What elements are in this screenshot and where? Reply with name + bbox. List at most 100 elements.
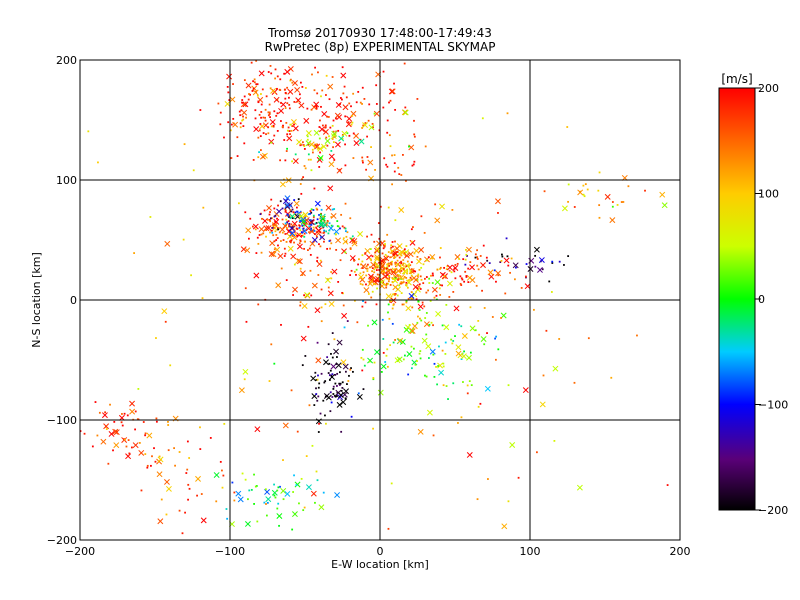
- data-point: [196, 494, 198, 497]
- data-point: [274, 77, 277, 80]
- data-point: [325, 136, 328, 139]
- data-point: [284, 159, 287, 162]
- data-point: [466, 392, 469, 395]
- data-cross: [282, 198, 289, 205]
- data-point: [243, 142, 246, 145]
- data-point: [381, 252, 384, 255]
- data-point: [330, 150, 333, 152]
- data-point: [392, 304, 395, 307]
- data-point: [430, 321, 433, 324]
- data-point: [258, 151, 260, 154]
- data-point: [318, 137, 321, 140]
- data-point: [328, 374, 331, 377]
- data-point: [430, 274, 432, 277]
- data-point: [348, 134, 351, 137]
- data-point: [425, 375, 428, 378]
- data-point: [315, 107, 318, 110]
- data-cross: [138, 449, 145, 456]
- data-point: [391, 281, 394, 283]
- data-cross: [509, 442, 516, 448]
- data-point: [190, 274, 192, 277]
- data-point: [273, 207, 276, 210]
- data-point: [241, 119, 244, 122]
- data-point: [445, 268, 448, 271]
- data-point: [324, 380, 327, 383]
- data-point: [268, 113, 271, 115]
- data-cross: [280, 487, 287, 494]
- data-point: [412, 226, 414, 228]
- data-point: [337, 281, 340, 283]
- data-point: [233, 499, 236, 502]
- data-point: [278, 524, 280, 527]
- data-point: [394, 219, 397, 222]
- data-point: [349, 274, 352, 276]
- data-point: [308, 247, 311, 250]
- data-point: [316, 147, 319, 150]
- data-point: [465, 248, 467, 251]
- data-point: [287, 220, 290, 222]
- data-point: [273, 483, 275, 486]
- data-point: [390, 270, 393, 273]
- data-point: [228, 99, 231, 101]
- data-cross: [434, 217, 441, 224]
- data-point: [285, 241, 288, 243]
- data-cross: [213, 472, 220, 478]
- data-point: [299, 267, 302, 270]
- data-point: [398, 173, 401, 176]
- data-cross: [292, 158, 299, 165]
- data-point: [255, 252, 258, 254]
- data-cross: [275, 282, 282, 289]
- data-point: [392, 341, 395, 344]
- data-cross: [346, 115, 353, 122]
- data-point: [259, 149, 262, 151]
- data-point: [395, 250, 398, 253]
- data-point: [94, 401, 97, 403]
- data-point: [385, 267, 388, 270]
- data-point: [273, 134, 276, 137]
- data-point: [263, 209, 266, 212]
- data-point: [290, 389, 293, 392]
- data-point: [340, 213, 343, 216]
- data-point: [454, 335, 456, 337]
- data-point: [316, 208, 319, 211]
- data-point: [274, 220, 277, 223]
- data-point: [387, 251, 390, 253]
- data-point: [239, 114, 242, 117]
- data-point: [454, 264, 457, 266]
- data-point: [350, 269, 353, 272]
- data-point: [264, 116, 266, 119]
- data-point: [563, 264, 565, 266]
- data-point: [313, 145, 316, 147]
- data-point: [340, 389, 343, 392]
- data-point: [373, 268, 376, 271]
- data-point: [361, 254, 364, 257]
- data-point: [318, 382, 321, 385]
- data-point: [252, 87, 255, 90]
- data-point: [598, 171, 601, 174]
- data-point: [153, 447, 155, 450]
- data-cross: [429, 253, 436, 260]
- data-point: [418, 268, 421, 271]
- data-point: [329, 126, 332, 129]
- data-cross: [296, 232, 303, 238]
- data-point: [316, 479, 319, 482]
- data-point: [298, 502, 300, 505]
- data-point: [398, 274, 400, 277]
- data-cross: [323, 359, 329, 366]
- data-cross: [276, 208, 283, 215]
- data-cross: [242, 101, 249, 108]
- data-point: [416, 279, 419, 281]
- data-cross: [392, 250, 399, 257]
- data-point: [243, 95, 246, 98]
- data-point: [627, 185, 630, 188]
- data-cross: [286, 233, 293, 240]
- data-point: [137, 388, 140, 390]
- data-cross: [466, 246, 472, 253]
- data-point: [597, 189, 600, 192]
- data-point: [219, 111, 222, 114]
- axis-ticks: −200 −100 0 100 200 −200 −100 0 100 200: [47, 54, 691, 558]
- data-point: [280, 120, 282, 122]
- data-cross: [469, 264, 475, 271]
- data-point: [281, 218, 284, 221]
- data-point: [272, 124, 275, 127]
